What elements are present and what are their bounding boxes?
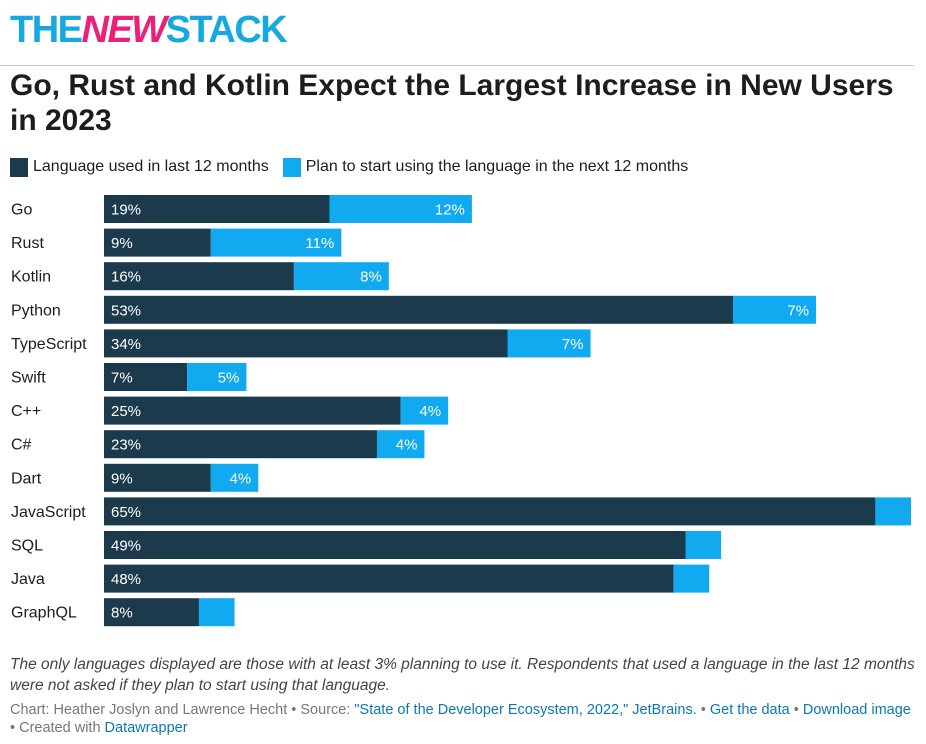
bar-used-javascript [104, 497, 876, 526]
bar-plan-rust [210, 228, 342, 257]
bar-used-go [104, 195, 330, 223]
value-label-used-rust: 9% [111, 235, 133, 252]
bar-plan-python [732, 295, 817, 324]
bar-plan-swift [187, 363, 247, 391]
chart-footnote: The only languages displayed are those w… [10, 656, 915, 694]
bar-plan-kotlin [293, 262, 389, 291]
chart-legend: Language used in last 12 months Plan to … [10, 156, 702, 178]
category-label-go: Go [11, 202, 32, 219]
bar-chart: Go 19% 12% Rust 9% 11% Kotlin 16% 8% Python 53% 7% T… [11, 195, 911, 627]
get-data-link[interactable]: Get the data [709, 702, 790, 718]
value-label-used-sql: 49% [111, 538, 141, 555]
category-label-javascript: JavaScript [11, 504, 86, 521]
bar-plan-graphql [198, 598, 235, 627]
legend-swatch-plan [282, 157, 301, 177]
value-label-used-cplusplus: 25% [111, 403, 141, 420]
value-label-used-graphql: 8% [111, 605, 133, 622]
value-label-used-java: 48% [111, 571, 141, 588]
value-label-plan-csharp: 4% [396, 437, 418, 454]
value-label-used-dart: 9% [111, 470, 133, 487]
bar-plan-sql [685, 531, 722, 559]
logo-part-new: NEW [81, 9, 168, 51]
category-label-java: Java [11, 571, 45, 588]
value-label-plan-rust: 11% [305, 235, 334, 252]
value-label-used-python: 53% [111, 302, 141, 319]
credits-sep-1: • [696, 702, 710, 718]
category-label-swift: Swift [11, 370, 46, 387]
value-label-used-typescript: 34% [111, 336, 141, 353]
bar-used-swift [104, 363, 188, 391]
bar-used-cplusplus [104, 396, 401, 425]
legend-label-used: Language used in last 12 months [33, 158, 269, 175]
legend-item-plan: Plan to start using the language in the … [282, 157, 689, 177]
chart-title: Go, Rust and Kotlin Expect the Largest I… [10, 69, 894, 137]
legend-swatch-used [10, 157, 28, 177]
value-label-used-csharp: 23% [111, 437, 141, 454]
bar-plan-cplusplus [400, 396, 449, 425]
chart-credits: Chart: Heather Joslyn and Lawrence Hecht… [10, 701, 915, 737]
bar-plan-dart [210, 463, 259, 492]
category-label-csharp: C# [11, 437, 32, 454]
bar-used-csharp [104, 430, 377, 459]
category-label-dart: Dart [11, 470, 42, 487]
credits-sep-2: • [789, 702, 803, 718]
category-label-rust: Rust [11, 235, 44, 252]
bar-used-rust [104, 228, 211, 257]
value-label-used-swift: 7% [111, 370, 133, 387]
category-label-typescript: TypeScript [11, 336, 87, 353]
value-label-plan-dart: 4% [230, 470, 252, 487]
datawrapper-link[interactable]: Datawrapper [104, 720, 188, 736]
download-image-link[interactable]: Download image [802, 702, 911, 718]
category-label-sql: SQL [11, 538, 43, 555]
bar-used-sql [104, 531, 686, 559]
header-divider [0, 65, 914, 66]
value-label-plan-go: 12% [435, 202, 465, 219]
brand-logo: THENEWSTACK [10, 8, 288, 52]
logo-part-stack: STACK [165, 9, 288, 51]
credits-sep-3: • Created with [10, 720, 105, 736]
category-label-python: Python [11, 302, 61, 319]
bar-used-python [104, 295, 733, 324]
bar-used-graphql [104, 598, 199, 627]
value-label-plan-cplusplus: 4% [419, 403, 441, 420]
bar-used-kotlin [104, 262, 294, 291]
logo-part-the: THE [10, 9, 83, 51]
bar-plan-typescript [507, 329, 591, 358]
bar-plan-csharp [376, 430, 425, 459]
category-label-graphql: GraphQL [11, 605, 77, 622]
value-label-used-go: 19% [111, 202, 141, 219]
bar-plan-javascript [875, 497, 911, 526]
category-label-kotlin: Kotlin [11, 269, 51, 286]
source-link[interactable]: "State of the Developer Ecosystem, 2022,… [354, 702, 697, 718]
value-label-plan-typescript: 7% [562, 336, 584, 353]
bar-used-typescript [104, 329, 508, 358]
category-label-cplusplus: C++ [11, 403, 41, 420]
bar-used-java [104, 564, 674, 593]
value-label-used-javascript: 65% [111, 504, 141, 521]
bar-plan-java [673, 564, 710, 593]
value-label-used-kotlin: 16% [111, 269, 141, 286]
legend-label-plan: Plan to start using the language in the … [305, 158, 689, 175]
value-label-plan-kotlin: 8% [360, 269, 382, 286]
value-label-plan-swift: 5% [218, 370, 240, 387]
bar-plan-go [329, 195, 472, 223]
credits-prefix: Chart: Heather Joslyn and Lawrence Hecht… [10, 702, 355, 718]
bar-used-dart [104, 463, 211, 492]
legend-item-used: Language used in last 12 months [10, 157, 269, 177]
value-label-plan-python: 7% [787, 302, 809, 319]
